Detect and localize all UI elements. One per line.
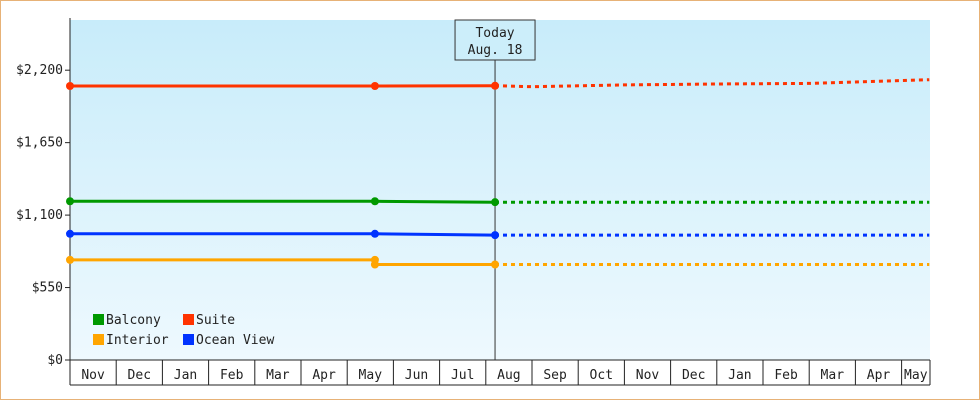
x-tick-label: Sep <box>543 368 567 383</box>
series-balcony-point[interactable] <box>370 197 379 206</box>
series-ocean-view-point[interactable] <box>66 229 74 238</box>
y-tick-label: $550 <box>32 281 63 296</box>
y-tick-label: $1,650 <box>16 136 63 151</box>
series-ocean-view-point[interactable] <box>370 229 379 238</box>
today-label: Today <box>475 26 514 41</box>
x-tick-label: Feb <box>774 368 798 383</box>
series-suite-point[interactable] <box>66 81 74 90</box>
series-suite-point[interactable] <box>491 81 500 90</box>
x-tick-label: Jul <box>451 368 474 383</box>
plot-area <box>70 20 930 360</box>
legend-swatch-suite <box>183 314 194 325</box>
x-tick-label: Feb <box>220 368 244 383</box>
x-tick-label: May <box>904 368 928 383</box>
legend-swatch-balcony <box>93 314 104 325</box>
series-interior-point[interactable] <box>491 260 500 269</box>
y-axis: $0 $550 $1,100 $1,650 $2,200 <box>16 18 71 368</box>
series-suite-point[interactable] <box>370 81 379 90</box>
legend-label-balcony: Balcony <box>106 313 161 328</box>
x-tick-label: Aug <box>497 368 520 383</box>
x-tick-label: Dec <box>682 368 705 383</box>
legend: Balcony Suite Interior Ocean View <box>93 313 274 348</box>
x-axis: Nov Dec Jan Feb Mar Apr May Jun Jul Aug Sep Oct Nov D… <box>69 359 931 386</box>
x-tick-label: Apr <box>867 368 891 383</box>
x-tick-label: Jan <box>728 368 751 383</box>
series-lines <box>66 78 930 269</box>
x-tick-label: Apr <box>312 368 336 383</box>
legend-swatch-ocean-view <box>183 334 194 345</box>
today-date: Aug. 18 <box>468 43 523 58</box>
x-tick-label: Oct <box>590 368 613 383</box>
x-tick-label: Mar <box>821 368 845 383</box>
series-balcony-point[interactable] <box>491 198 500 207</box>
legend-label-interior: Interior <box>106 333 169 348</box>
x-tick-label: Mar <box>266 368 290 383</box>
x-tick-label: Nov <box>81 368 105 383</box>
y-tick-label: $0 <box>47 353 63 368</box>
legend-label-suite: Suite <box>196 313 235 328</box>
series-interior-point[interactable] <box>66 255 74 264</box>
x-tick-label: May <box>359 368 383 383</box>
series-ocean-view-point[interactable] <box>491 231 500 240</box>
legend-swatch-interior <box>93 334 104 345</box>
series-ocean-view-line <box>70 232 496 237</box>
x-tick-label: Dec <box>128 368 151 383</box>
legend-label-ocean-view: Ocean View <box>196 333 274 348</box>
series-balcony-line <box>70 199 496 204</box>
x-tick-label: Jun <box>405 368 428 383</box>
today-box <box>454 19 536 61</box>
x-tick-label: Jan <box>174 368 197 383</box>
series-balcony-point[interactable] <box>66 197 74 206</box>
today-marker: Today Aug. 18 <box>454 19 536 360</box>
y-tick-label: $1,100 <box>16 208 63 223</box>
series-interior-point[interactable] <box>370 255 379 264</box>
y-tick-label: $2,200 <box>16 63 63 78</box>
x-tick-label: Nov <box>636 368 660 383</box>
